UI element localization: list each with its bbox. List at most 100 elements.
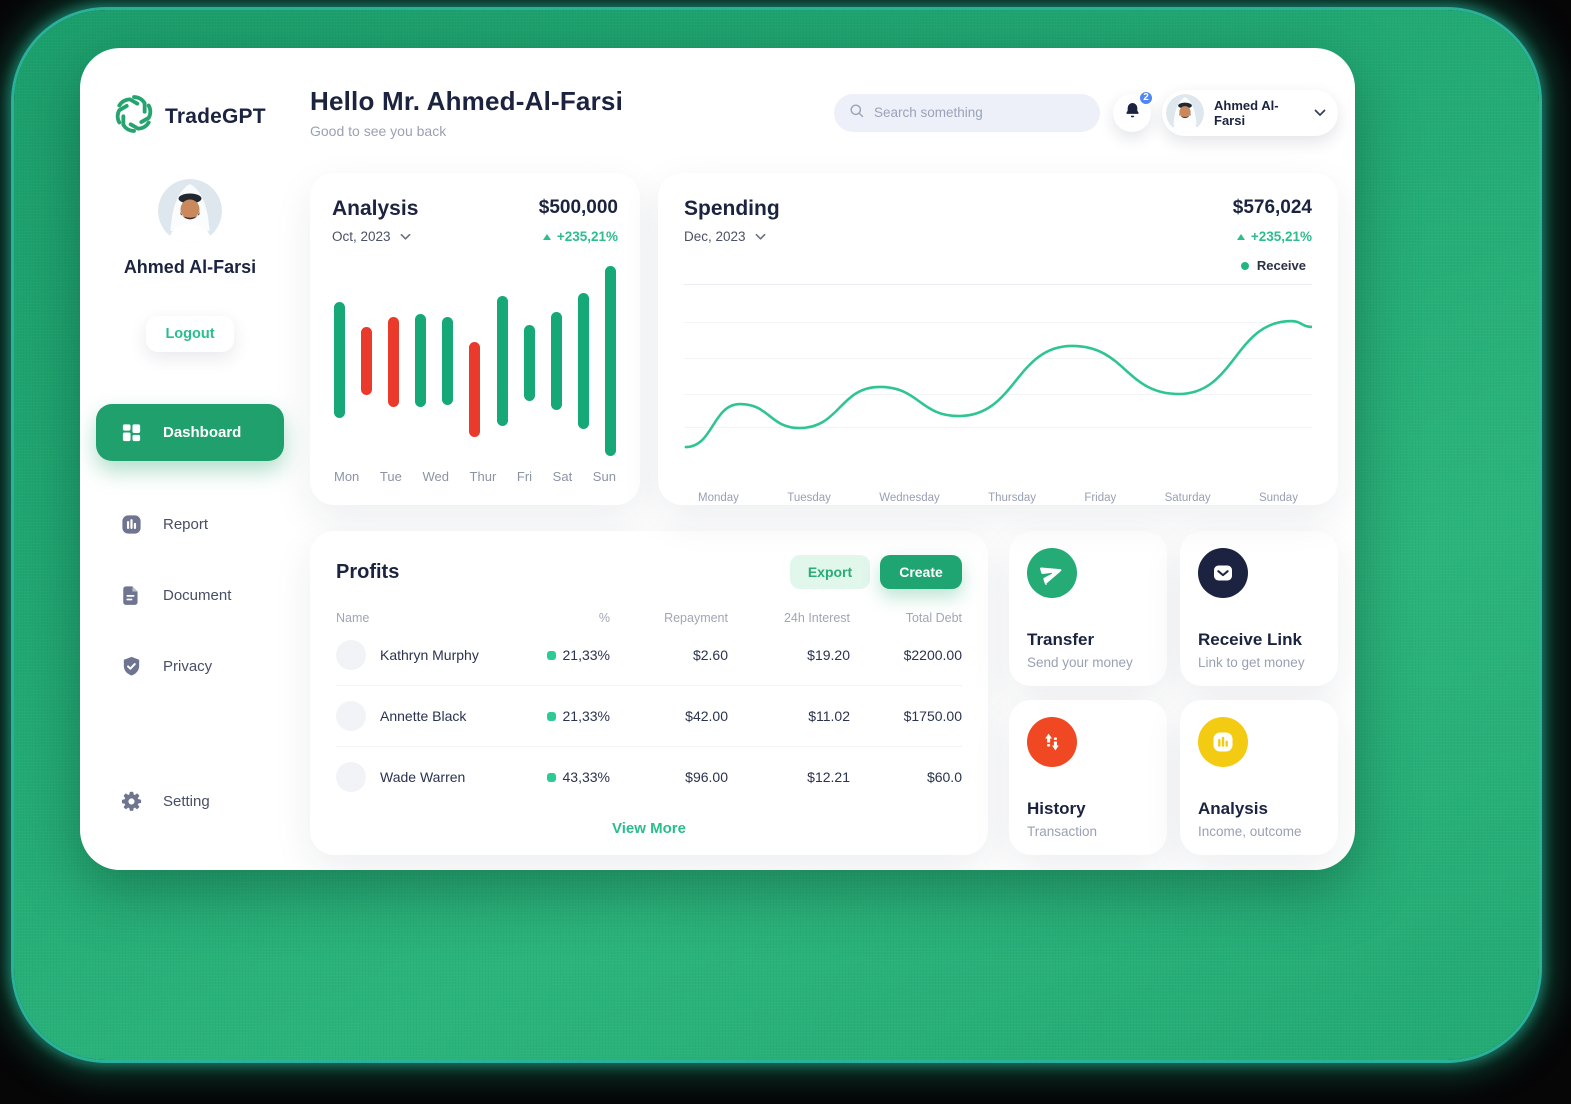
action-title: Transfer xyxy=(1027,630,1095,649)
action-subtitle: Link to get money xyxy=(1198,655,1305,670)
action-card-history[interactable]: History Transaction xyxy=(1009,700,1167,855)
sidebar-item-report[interactable]: Report xyxy=(96,501,284,547)
profile-name: Ahmed Al-Farsi xyxy=(1214,97,1279,128)
analysis-change-value: +235,21% xyxy=(556,229,618,244)
logout-button[interactable]: Logout xyxy=(146,316,234,352)
spending-change: +235,21% xyxy=(1233,229,1312,244)
spending-line-chart: Receive xyxy=(684,258,1312,474)
sidebar-item-dashboard[interactable]: Dashboard xyxy=(96,404,284,461)
action-title: History xyxy=(1027,799,1086,818)
analysis-amount: $500,000 xyxy=(538,197,618,218)
table-row[interactable]: Annette Black 21,33% $42.00 $11.02 $1750… xyxy=(336,686,962,746)
profits-table-body: Kathryn Murphy 21,33% $2.60 $19.20 $2200… xyxy=(336,625,962,807)
sidebar-setting-slot: Setting xyxy=(96,778,304,830)
day-label: Saturday xyxy=(1164,492,1211,504)
analysis-period-select[interactable]: Oct, 2023 xyxy=(332,229,418,244)
percent-cell: 43,33% xyxy=(506,769,610,785)
chevron-down-icon xyxy=(755,229,766,244)
day-label: Tuesday xyxy=(787,492,831,504)
spending-day-labels: Monday Tuesday Wednesday Thursday Friday Satu… xyxy=(684,492,1312,504)
legend-dot-icon xyxy=(1240,261,1249,270)
triangle-up-icon xyxy=(542,233,551,240)
export-button[interactable]: Export xyxy=(790,555,870,589)
green-dot-icon xyxy=(546,772,556,782)
total-debt-cell: $1750.00 xyxy=(903,708,962,724)
spending-change-value: +235,21% xyxy=(1250,229,1312,244)
spending-period-value: Dec, 2023 xyxy=(684,229,746,244)
sidebar-item-label: Dashboard xyxy=(163,424,242,441)
day-label: Monday xyxy=(698,492,739,504)
sidebar-item-label: Document xyxy=(163,586,232,604)
candle-bar xyxy=(334,266,345,456)
name-cell: Kathryn Murphy xyxy=(336,640,506,670)
document-icon xyxy=(120,584,143,607)
name-cell: Annette Black xyxy=(336,701,506,731)
row-percent: 43,33% xyxy=(562,769,610,785)
total-debt-cell: $60.0 xyxy=(926,769,962,785)
search-input[interactable] xyxy=(874,105,1086,120)
table-row[interactable]: Kathryn Murphy 21,33% $2.60 $19.20 $2200… xyxy=(336,625,962,685)
gear-icon xyxy=(120,790,143,813)
spending-amount: $576,024 xyxy=(1232,197,1312,218)
greeting-block: Hello Mr. Ahmed-Al-Farsi Good to see you… xyxy=(310,86,623,139)
candle-bar xyxy=(577,266,589,456)
search-bar[interactable] xyxy=(834,93,1100,132)
day-label: Wed xyxy=(422,469,449,484)
spending-card-head: Spending Dec, 2023 $576,024 xyxy=(684,197,1312,244)
sidebar-item-label: Report xyxy=(163,515,209,533)
analysis-card-head: Analysis Oct, 2023 $500,000 xyxy=(332,197,618,244)
day-label: Wednesday xyxy=(879,492,940,504)
tradegpt-knot-icon xyxy=(112,92,156,141)
gridline xyxy=(684,284,1312,285)
analysis-card: Analysis Oct, 2023 $500,000 xyxy=(310,173,640,505)
row-avatar xyxy=(336,701,366,731)
action-card-transfer[interactable]: Transfer Send your money xyxy=(1009,531,1167,686)
action-subtitle: Send your money xyxy=(1027,655,1133,670)
chevron-down-icon xyxy=(1314,104,1326,122)
view-more-link[interactable]: View More xyxy=(612,820,686,837)
brand-name: TradeGPT xyxy=(165,104,266,128)
page-subtitle: Good to see you back xyxy=(310,123,447,139)
row-percent: 21,33% xyxy=(562,647,610,663)
candle-bar xyxy=(469,266,481,456)
notifications-button[interactable]: 2 xyxy=(1113,89,1154,132)
profile-menu[interactable]: Ahmed Al-Farsi xyxy=(1162,89,1338,136)
spending-card: Spending Dec, 2023 $576,024 xyxy=(658,173,1338,505)
sidebar-item-privacy[interactable]: Privacy xyxy=(96,643,284,689)
envelope-icon xyxy=(1198,548,1248,598)
name-cell: Wade Warren xyxy=(336,762,506,792)
page-title: Hello Mr. Ahmed-Al-Farsi xyxy=(310,86,623,116)
day-label: Friday xyxy=(1084,492,1117,504)
row-avatar xyxy=(336,640,366,670)
header: Hello Mr. Ahmed-Al-Farsi Good to see you… xyxy=(310,86,1338,139)
action-card-receive-link[interactable]: Receive Link Link to get money xyxy=(1180,531,1338,686)
action-subtitle: Income, outcome xyxy=(1198,824,1302,839)
green-dot-icon xyxy=(546,711,556,721)
interest-cell: $11.02 xyxy=(808,708,850,724)
action-title: Analysis xyxy=(1198,799,1268,818)
repayment-cell: $2.60 xyxy=(692,647,728,663)
table-row[interactable]: Wade Warren 43,33% $96.00 $12.21 $60.0 xyxy=(336,747,962,807)
row-name: Annette Black xyxy=(380,708,467,724)
sidebar-item-document[interactable]: Document xyxy=(96,572,284,618)
action-card-analysis[interactable]: Analysis Income, outcome xyxy=(1180,700,1338,855)
day-label: Sat xyxy=(552,469,573,484)
action-title: Receive Link xyxy=(1198,630,1302,649)
sidebar-item-setting[interactable]: Setting xyxy=(96,778,284,824)
notification-badge: 2 xyxy=(1138,89,1154,106)
profits-head: Profits Export Create xyxy=(336,555,962,589)
day-label: Mon xyxy=(334,469,360,484)
spending-period-select[interactable]: Dec, 2023 xyxy=(684,229,780,244)
day-label: Tue xyxy=(379,469,402,484)
sidebar-spacer xyxy=(96,714,304,726)
repayment-cell: $42.00 xyxy=(685,708,728,724)
report-icon xyxy=(120,513,143,536)
candle-bar xyxy=(496,266,508,456)
sidebar: TradeGPT xyxy=(80,48,304,870)
interest-cell: $12.21 xyxy=(807,769,850,785)
day-label: Sunday xyxy=(1258,492,1298,504)
analysis-period-value: Oct, 2023 xyxy=(332,229,391,244)
create-button[interactable]: Create xyxy=(880,555,962,589)
analysis-title: Analysis xyxy=(332,197,419,220)
